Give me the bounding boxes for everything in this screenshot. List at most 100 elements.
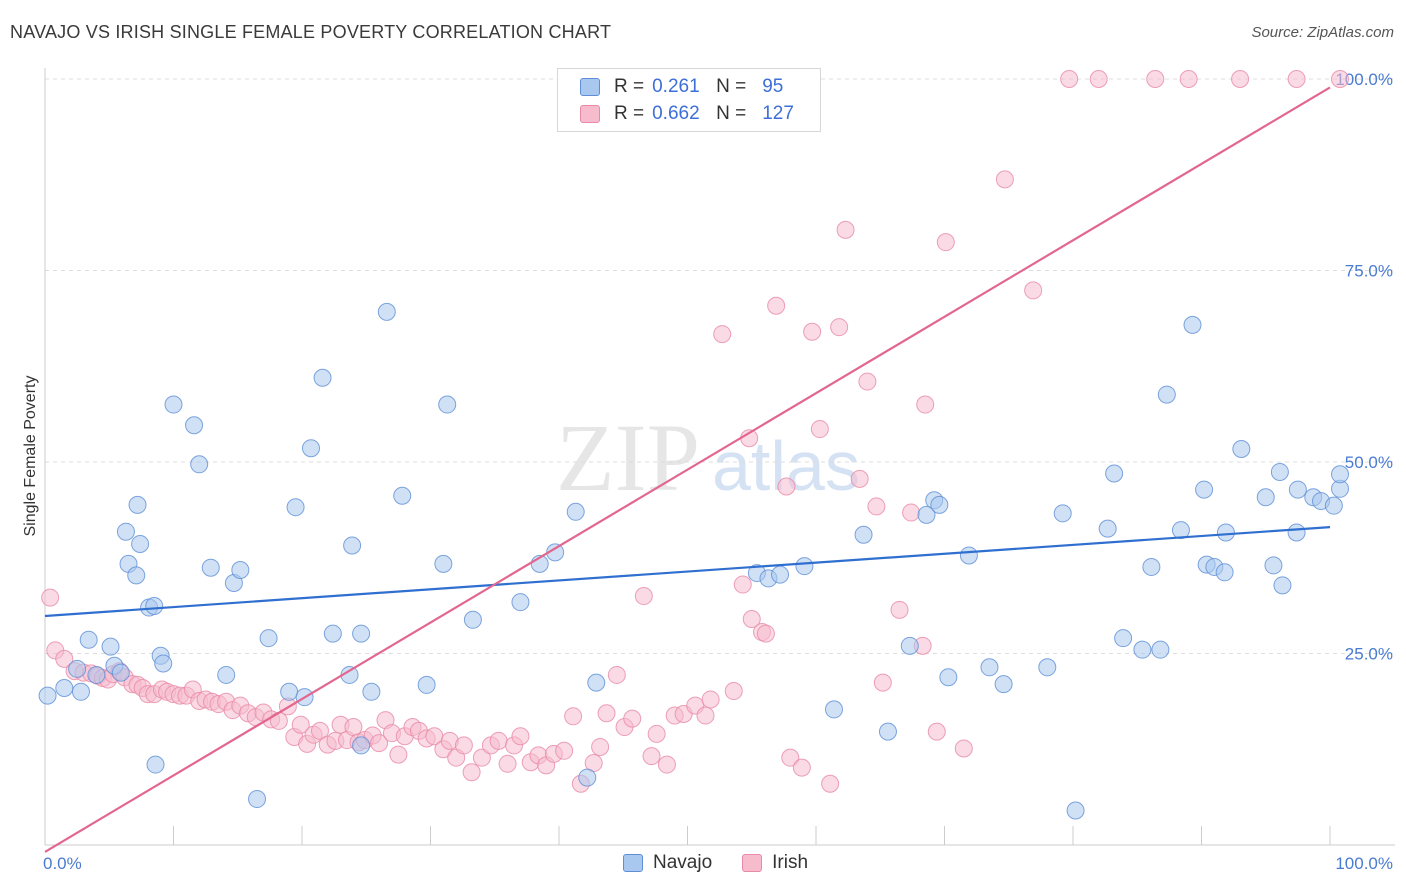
navajo-point	[352, 624, 371, 643]
navajo-point	[1270, 462, 1289, 481]
legend-item-irish[interactable]: Irish	[742, 852, 808, 874]
navajo-point	[154, 654, 173, 673]
irish-point	[742, 610, 761, 629]
navajo-point	[1256, 488, 1275, 507]
irish-swatch	[580, 105, 600, 123]
legend-r-value-irish: 0.662	[652, 103, 700, 124]
irish-point	[936, 233, 955, 252]
irish-point	[713, 325, 732, 344]
legend-n-label: N =	[716, 76, 747, 97]
irish-point	[634, 587, 653, 606]
x-tick-label-max: 100.0%	[1335, 854, 1393, 873]
irish-point	[733, 575, 752, 594]
irish-point	[1287, 70, 1306, 88]
axes	[44, 68, 1395, 846]
chart-title: NAVAJO VS IRISH SINGLE FEMALE POVERTY CO…	[10, 22, 612, 42]
navajo-point	[994, 675, 1013, 694]
irish-point	[803, 322, 822, 341]
navajo-point	[127, 566, 146, 585]
source-label: Source: ZipAtlas.com	[1251, 24, 1394, 41]
navajo-point	[1151, 640, 1170, 659]
x-tick-label-min: 0.0%	[43, 854, 82, 873]
navajo-point	[1157, 385, 1176, 404]
navajo-point	[393, 486, 412, 505]
navajo-point	[878, 722, 897, 741]
navajo-point	[323, 624, 342, 643]
irish-point	[781, 748, 800, 767]
navajo-point	[190, 455, 209, 474]
navajo-point	[79, 630, 98, 649]
trend-lines	[44, 86, 1331, 853]
irish-point	[607, 665, 626, 684]
irish-point	[1331, 70, 1349, 88]
navajo-point	[116, 522, 135, 541]
irish-point	[902, 503, 921, 522]
navajo-swatch	[623, 854, 643, 872]
irish-point	[836, 220, 855, 239]
navajo-point	[980, 658, 999, 677]
x-axis-ticks	[44, 826, 1331, 845]
irish-point	[41, 588, 60, 607]
navajo-point	[587, 673, 606, 692]
irish-point	[344, 718, 363, 737]
navajo-point	[930, 495, 949, 514]
navajo-point	[313, 368, 332, 387]
irish-point	[792, 758, 811, 777]
y-axis-tick-labels: 25.0% 50.0% 75.0% 100.0%	[1335, 70, 1393, 664]
irish-point	[489, 731, 508, 750]
navajo-point	[1066, 801, 1085, 820]
y-axis-label: Single Female Poverty	[22, 376, 39, 537]
irish-point	[555, 741, 574, 760]
navajo-point	[231, 561, 250, 580]
navajo-point	[1038, 658, 1057, 677]
irish-point	[472, 748, 491, 767]
navajo-point	[1331, 465, 1349, 484]
irish-point	[597, 704, 616, 723]
navajo-point	[146, 755, 165, 774]
irish-point	[389, 745, 408, 764]
navajo-point	[417, 675, 436, 694]
irish-point	[777, 477, 796, 496]
irish-point	[55, 649, 74, 668]
navajo-point	[68, 659, 87, 678]
navajo-point	[185, 416, 204, 435]
series-legend: Navajo Irish	[623, 852, 838, 874]
navajo-point	[248, 790, 267, 809]
irish-point	[858, 372, 877, 391]
irish-point	[511, 727, 530, 746]
navajo-point	[111, 663, 130, 682]
navajo-point	[771, 565, 790, 584]
navajo-point	[38, 686, 57, 705]
navajo-point	[1171, 521, 1190, 540]
navajo-point	[1215, 563, 1234, 582]
navajo-point	[1114, 629, 1133, 648]
navajo-point	[1288, 480, 1307, 499]
irish-point	[1060, 70, 1079, 88]
legend-item-navajo[interactable]: Navajo	[623, 852, 712, 874]
legend-r-label: R =	[614, 76, 645, 97]
navajo-point	[286, 498, 305, 517]
navajo-point	[201, 558, 220, 577]
irish-point	[724, 682, 743, 701]
irish-point	[564, 707, 583, 726]
navajo-point	[438, 395, 457, 414]
irish-point	[830, 318, 849, 337]
watermark-zip: ZIP	[556, 404, 700, 511]
irish-point	[954, 739, 973, 758]
navajo-point	[1105, 464, 1124, 483]
irish-point	[1146, 70, 1165, 88]
irish-point	[850, 469, 869, 488]
correlation-legend: R = 0.261 N = 95 R = 0.662 N = 127	[557, 68, 821, 132]
irish-point	[591, 737, 610, 756]
navajo-point	[1195, 480, 1214, 499]
irish-point	[1231, 70, 1250, 88]
navajo-swatch	[580, 78, 600, 96]
navajo-point	[1133, 640, 1152, 659]
navajo-point	[1324, 496, 1343, 515]
y-tick-label: 75.0%	[1345, 262, 1393, 281]
navajo-point	[362, 682, 381, 701]
irish-point	[647, 724, 666, 743]
navajo-point	[301, 439, 320, 458]
navajo-point	[71, 682, 90, 701]
navajo-trend-line	[44, 526, 1331, 618]
